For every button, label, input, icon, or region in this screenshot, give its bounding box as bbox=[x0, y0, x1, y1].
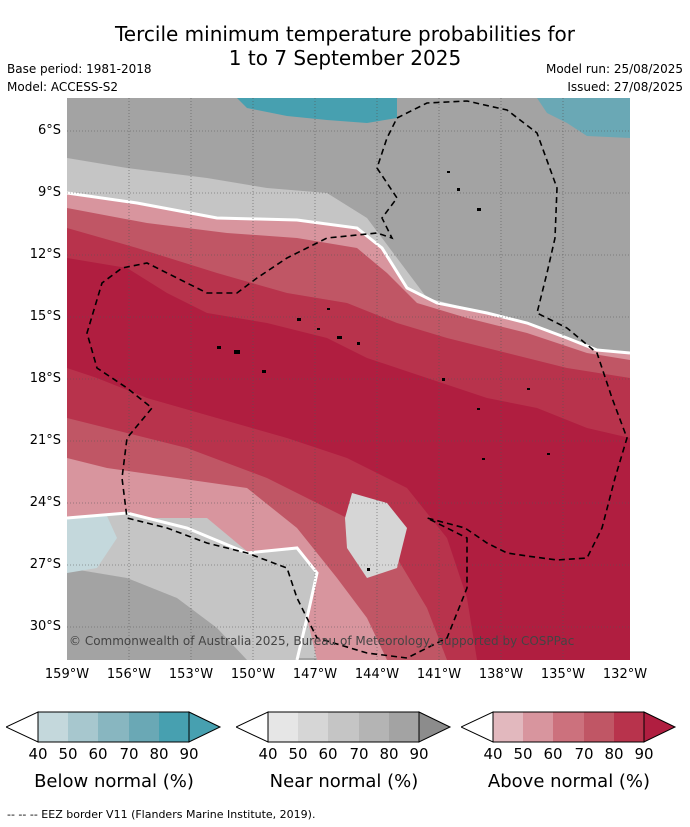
copyright-notice: © Commonwealth of Australia 2025, Bureau… bbox=[69, 634, 575, 648]
cb-tick: 40 bbox=[258, 745, 278, 763]
lon-tick: 159°W bbox=[44, 667, 90, 682]
islands bbox=[217, 171, 550, 571]
chart-title: Tercile minimum temperature probabilitie… bbox=[0, 22, 690, 70]
cb-tick: 70 bbox=[119, 745, 139, 763]
eez-border bbox=[86, 100, 628, 659]
near-normal-label: Near normal (%) bbox=[269, 771, 419, 792]
cb-tick: 90 bbox=[179, 745, 199, 763]
lon-tick: 147°W bbox=[292, 667, 338, 682]
below-normal-north bbox=[237, 98, 397, 123]
cb-tick: 60 bbox=[318, 745, 338, 763]
title-line-1: Tercile minimum temperature probabilitie… bbox=[114, 22, 576, 46]
below-normal-label: Below normal (%) bbox=[34, 771, 194, 792]
below-normal-colorbar bbox=[6, 711, 222, 743]
cb-tick: 60 bbox=[88, 745, 108, 763]
base-period: Base period: 1981-2018 bbox=[7, 62, 152, 76]
eez-footnote: -- -- -- EEZ border V11 (Flanders Marine… bbox=[7, 808, 316, 821]
lon-tick: 153°W bbox=[168, 667, 214, 682]
lon-tick: 138°W bbox=[478, 667, 524, 682]
lat-tick: 6°S bbox=[37, 123, 61, 138]
colorbar-extend-tip bbox=[188, 711, 222, 743]
lon-tick: 135°W bbox=[540, 667, 586, 682]
colorbar-swatch bbox=[584, 712, 614, 742]
colorbar-swatch bbox=[129, 712, 159, 742]
colorbar-extend-tip bbox=[418, 711, 452, 743]
lon-tick: 150°W bbox=[230, 667, 276, 682]
near-normal-sw-dark bbox=[67, 568, 247, 660]
cb-tick: 50 bbox=[58, 745, 78, 763]
model-name: Model: ACCESS-S2 bbox=[7, 80, 119, 94]
cb-tick: 90 bbox=[409, 745, 429, 763]
lon-tick: 144°W bbox=[354, 667, 400, 682]
colorbar-swatch bbox=[523, 712, 553, 742]
issued-date: Issued: 27/08/2025 bbox=[567, 80, 683, 94]
colorbar-swatch bbox=[328, 712, 359, 742]
map-svg bbox=[67, 98, 630, 660]
lat-tick: 18°S bbox=[29, 371, 61, 386]
cb-tick: 40 bbox=[28, 745, 48, 763]
colorbar-swatch bbox=[553, 712, 584, 742]
colorbar-extend-tip bbox=[643, 711, 677, 743]
colorbar-swatch bbox=[493, 712, 523, 742]
lat-tick: 12°S bbox=[29, 247, 61, 262]
above-normal-colorbar bbox=[461, 711, 677, 743]
below-normal-sw bbox=[67, 516, 117, 573]
tercile-boundary-north bbox=[67, 191, 630, 355]
cb-tick: 50 bbox=[513, 745, 533, 763]
cb-tick: 50 bbox=[288, 745, 308, 763]
near-normal-colorbar bbox=[236, 711, 452, 743]
colorbar-swatch bbox=[268, 712, 298, 742]
probability-map bbox=[67, 98, 630, 660]
lat-tick: 15°S bbox=[29, 309, 61, 324]
colorbar-swatch bbox=[38, 712, 68, 742]
lon-tick: 132°W bbox=[602, 667, 648, 682]
cb-tick: 80 bbox=[604, 745, 624, 763]
colorbar-swatch bbox=[389, 712, 419, 742]
tercile-boundary-south bbox=[67, 511, 319, 660]
above-normal-peak bbox=[67, 258, 630, 660]
cb-tick: 90 bbox=[634, 745, 654, 763]
meta-right: Model run: 25/08/2025 Issued: 27/08/2025 bbox=[546, 60, 683, 96]
lon-tick: 156°W bbox=[106, 667, 152, 682]
cb-tick: 70 bbox=[349, 745, 369, 763]
lat-tick: 27°S bbox=[29, 557, 61, 572]
cb-tick: 60 bbox=[543, 745, 563, 763]
colorbar-swatch bbox=[68, 712, 98, 742]
below-normal-ne bbox=[537, 98, 630, 138]
lat-tick: 9°S bbox=[37, 185, 61, 200]
colorbar-swatch bbox=[359, 712, 389, 742]
lon-tick: 141°W bbox=[416, 667, 462, 682]
above-normal-label: Above normal (%) bbox=[487, 771, 651, 792]
cb-tick: 80 bbox=[379, 745, 399, 763]
cb-tick: 40 bbox=[483, 745, 503, 763]
model-run: Model run: 25/08/2025 bbox=[545, 62, 683, 76]
colorbar-swatch bbox=[298, 712, 328, 742]
colorbar-swatch bbox=[98, 712, 129, 742]
meta-left: Base period: 1981-2018 Model: ACCESS-S2 bbox=[7, 60, 152, 96]
lat-tick: 24°S bbox=[29, 495, 61, 510]
colorbar-swatch bbox=[159, 712, 189, 742]
colorbar-swatch bbox=[614, 712, 644, 742]
cb-tick: 80 bbox=[149, 745, 169, 763]
lat-tick: 30°S bbox=[29, 619, 61, 634]
graticule bbox=[67, 98, 630, 660]
cb-tick: 70 bbox=[574, 745, 594, 763]
title-line-2: 1 to 7 September 2025 bbox=[228, 46, 462, 70]
near-normal-patch bbox=[345, 493, 407, 578]
lat-tick: 21°S bbox=[29, 433, 61, 448]
